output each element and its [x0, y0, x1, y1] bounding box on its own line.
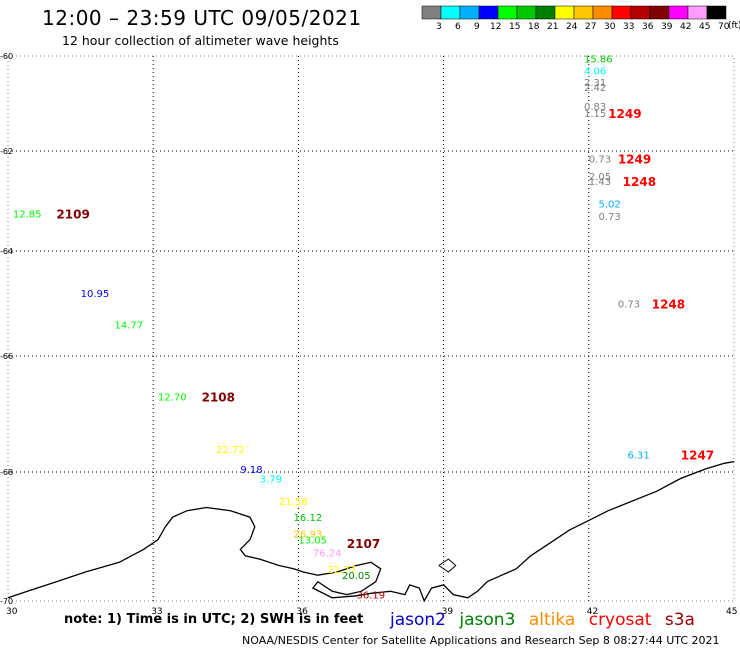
color-scale-swatch — [649, 5, 670, 20]
wave-height-label: 12.70 — [158, 393, 187, 404]
wave-height-label: 14.77 — [114, 321, 143, 332]
wave-height-label: 15.86 — [584, 54, 613, 65]
color-scale-swatch — [611, 5, 632, 20]
wave-height-label: 5.02 — [598, 200, 620, 211]
color-scale-label: 27 — [585, 22, 596, 32]
wave-height-label: 0.73 — [589, 155, 611, 166]
wave-height-label: 36.19 — [356, 591, 385, 602]
wave-height-label: 21.56 — [279, 497, 308, 508]
x-tick-label: 30 — [6, 607, 18, 617]
legend-cryosat: cryosat — [588, 610, 652, 630]
pass-number-label: 1249 — [608, 107, 641, 121]
color-scale-swatch — [687, 5, 708, 20]
color-scale-swatch — [573, 5, 594, 20]
color-scale-label: 39 — [661, 22, 673, 32]
color-scale-swatch — [630, 5, 651, 20]
wave-height-label: 16.12 — [294, 513, 323, 524]
color-scale-label: 21 — [547, 22, 558, 32]
color-scale-swatch — [706, 5, 727, 20]
island-outline — [438, 558, 457, 573]
color-scale-swatch — [421, 5, 442, 20]
wave-height-label: 22.77 — [327, 565, 356, 576]
color-scale-units: (ft) — [728, 21, 740, 31]
wave-height-label: 26.93 — [294, 529, 323, 540]
pass-number-label: 2107 — [347, 537, 380, 551]
wave-height-label: 1.43 — [589, 177, 611, 188]
color-scale-label: 45 — [699, 22, 710, 32]
color-scale-label: 3 — [436, 22, 442, 32]
wave-height-label: 22.72 — [216, 445, 245, 456]
color-scale-label: 33 — [623, 22, 634, 32]
color-scale-label: 6 — [455, 22, 461, 32]
color-scale-label: 42 — [680, 22, 691, 32]
wave-height-label: 9.18 — [240, 465, 262, 476]
chart-title: 12:00 – 23:59 UTC 09/05/2021 — [42, 6, 362, 30]
wave-height-label: 0.73 — [598, 212, 620, 223]
color-scale-swatch — [459, 5, 480, 20]
satellite-legend: jason2 jason3 altika cryosat s3a — [390, 610, 703, 630]
wave-height-label: 3.79 — [260, 474, 282, 485]
legend-s3a: s3a — [664, 610, 695, 630]
pass-number-label: 2108 — [202, 391, 235, 405]
y-tick-label: -66 — [0, 352, 13, 361]
wave-height-label: 4.06 — [584, 66, 606, 77]
color-scale-swatch — [497, 5, 518, 20]
legend-altika: altika — [528, 610, 576, 630]
color-scale-label: 24 — [566, 22, 578, 32]
x-tick-label: 39 — [442, 607, 454, 617]
legend-jason3: jason3 — [459, 610, 516, 630]
x-tick-label: 42 — [587, 607, 598, 617]
color-scale-swatch — [592, 5, 613, 20]
y-tick-label: -64 — [0, 247, 13, 256]
color-scale-label: 12 — [490, 22, 501, 32]
x-tick-label: 45 — [726, 607, 737, 617]
color-scale-swatch — [440, 5, 461, 20]
wave-height-label: 10.95 — [81, 289, 110, 300]
wave-height-label: 0.73 — [618, 300, 640, 311]
wave-height-label: 1.15 — [584, 109, 606, 120]
wave-height-label: 0.83 — [584, 102, 606, 113]
note-text: note: 1) Time is in UTC; 2) SWH is in fe… — [64, 612, 364, 627]
y-tick-label: -70 — [0, 597, 13, 606]
legend-jason2: jason2 — [390, 610, 446, 630]
antarctic-coastline — [7, 460, 735, 603]
pass-number-label: 1248 — [652, 298, 685, 312]
color-scale-label: 30 — [604, 22, 616, 32]
pass-number-label: 1247 — [681, 449, 714, 463]
y-tick-label: -60 — [0, 52, 13, 61]
color-scale-label: 9 — [474, 22, 480, 32]
wave-height-label: 12.85 — [13, 210, 42, 221]
x-tick-label: 33 — [151, 607, 162, 617]
wave-height-label: 2.31 — [584, 78, 606, 89]
color-scale-swatch — [554, 5, 575, 20]
color-scale-label: 36 — [642, 22, 654, 32]
color-scale-swatch — [668, 5, 689, 20]
pass-number-label: 1248 — [623, 175, 656, 189]
color-scale-label: 15 — [509, 22, 520, 32]
color-scale-label: 18 — [528, 22, 540, 32]
pass-number-label: 2109 — [56, 208, 89, 222]
wave-height-label: 13.05 — [298, 536, 327, 547]
wave-height-label: 2.42 — [584, 83, 606, 94]
wave-height-label: 20.05 — [342, 571, 371, 582]
chart-subtitle: 12 hour collection of altimeter wave hei… — [62, 33, 339, 48]
y-tick-label: -62 — [0, 147, 13, 156]
wave-height-label: 2.05 — [589, 172, 611, 183]
wave-height-label: 76.24 — [313, 549, 342, 560]
footer-credit: NOAA/NESDIS Center for Satellite Applica… — [242, 634, 720, 647]
color-scale-label: 70 — [718, 22, 730, 32]
pass-number-label: 1249 — [618, 153, 651, 167]
y-tick-label: -68 — [0, 468, 13, 477]
color-scale-swatch — [535, 5, 556, 20]
wave-height-label: 6.31 — [628, 451, 650, 462]
x-tick-label: 36 — [296, 607, 308, 617]
color-scale-swatch — [478, 5, 499, 20]
color-scale-swatch — [516, 5, 537, 20]
